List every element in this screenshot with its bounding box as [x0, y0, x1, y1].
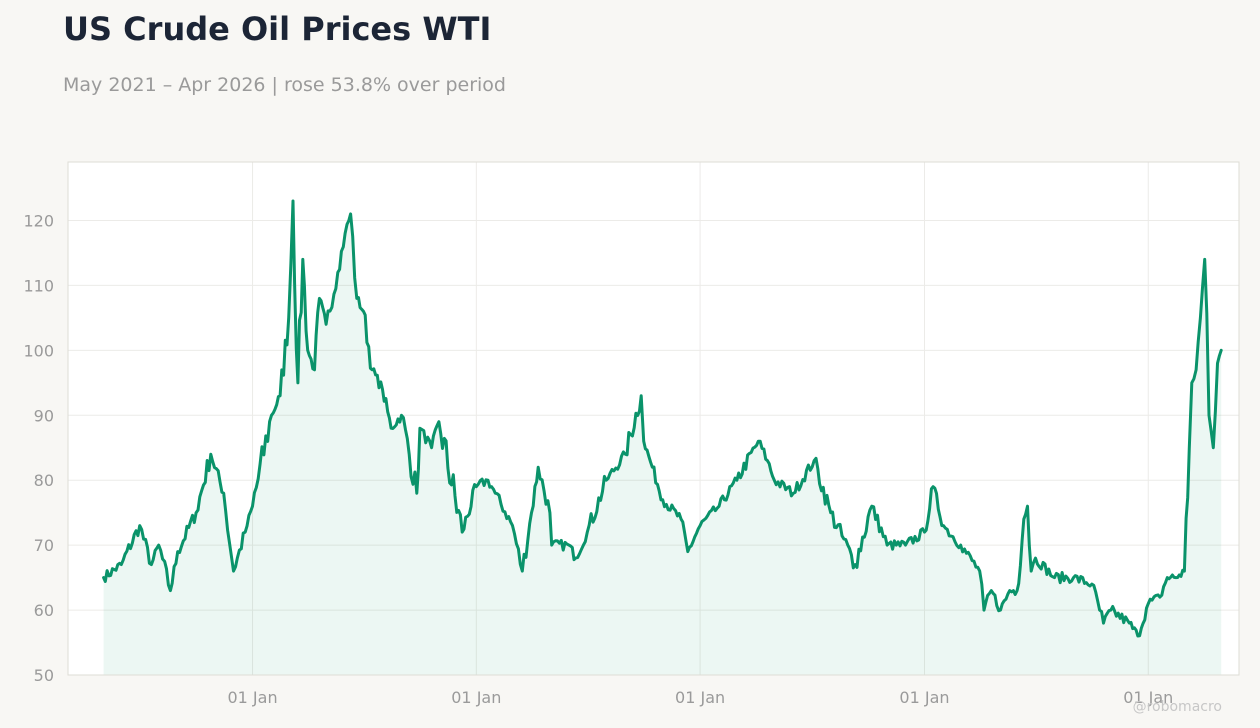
price-line	[102, 199, 1223, 638]
y-tick-label: 60	[34, 601, 54, 620]
y-tick-label: 100	[23, 341, 54, 360]
y-tick-label: 120	[23, 211, 54, 230]
x-tick-label: 01 Jan	[675, 688, 725, 707]
page-title: US Crude Oil Prices WTI	[63, 10, 492, 48]
x-tick-label: 01 Jan	[1123, 688, 1173, 707]
watermark-label: @robomacro	[1133, 699, 1222, 715]
grid-lines	[68, 162, 1239, 676]
price-area-fill	[103, 201, 1222, 675]
plot-area	[68, 162, 1239, 675]
plot-border	[67, 161, 1240, 676]
y-tick-label: 50	[34, 666, 54, 685]
y-tick-label: 90	[34, 406, 54, 425]
x-tick-label: 01 Jan	[899, 688, 949, 707]
x-axis-labels: 01 Jan 01 Jan 01 Jan 01 Jan 01 Jan	[227, 688, 1173, 707]
x-tick-label: 01 Jan	[227, 688, 277, 707]
x-tick-label: 01 Jan	[451, 688, 501, 707]
y-tick-label: 70	[34, 536, 54, 555]
y-axis-labels: 50 60 70 80 90 100 110 120	[23, 211, 54, 685]
y-tick-label: 110	[23, 276, 54, 295]
y-tick-label: 80	[34, 471, 54, 490]
page-subtitle: May 2021 – Apr 2026 | rose 53.8% over pe…	[63, 74, 506, 96]
